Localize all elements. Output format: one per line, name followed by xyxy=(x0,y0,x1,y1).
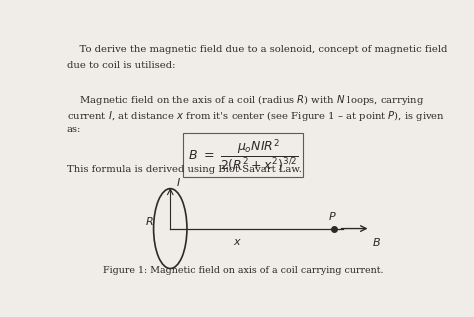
Text: current $I$, at distance $x$ from it's center (see Figure 1 – at point $P$), is : current $I$, at distance $x$ from it's c… xyxy=(66,109,445,123)
Text: due to coil is utilised:: due to coil is utilised: xyxy=(66,61,175,70)
Text: as:: as: xyxy=(66,125,81,134)
Text: To derive the magnetic field due to a solenoid, concept of magnetic field: To derive the magnetic field due to a so… xyxy=(66,45,447,54)
Text: $P$: $P$ xyxy=(328,210,337,222)
Text: Figure 1: Magnetic field on axis of a coil carrying current.: Figure 1: Magnetic field on axis of a co… xyxy=(103,266,383,275)
Text: $I$: $I$ xyxy=(176,176,181,188)
Text: This formula is derived using Biot-Savart Law.: This formula is derived using Biot-Savar… xyxy=(66,165,301,174)
Text: $x$: $x$ xyxy=(233,237,241,247)
Text: $B \ = \ \dfrac{\mu_o N I R^2}{2(R^2 + x^2)^{3/2}}$: $B \ = \ \dfrac{\mu_o N I R^2}{2(R^2 + x… xyxy=(188,137,298,172)
Text: Magnetic field on the axis of a coil (radius $R$) with $N$ loops, carrying: Magnetic field on the axis of a coil (ra… xyxy=(66,93,424,107)
Text: $B$: $B$ xyxy=(372,236,381,249)
Text: $R$: $R$ xyxy=(145,216,154,227)
